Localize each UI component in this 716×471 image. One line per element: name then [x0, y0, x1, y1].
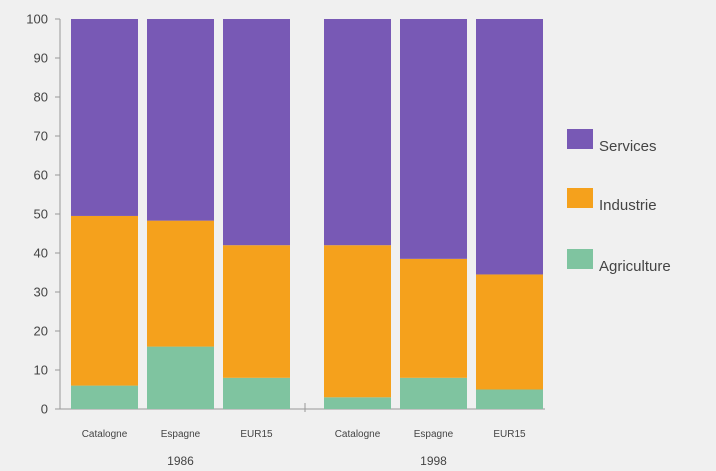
- y-tick-label: 50: [34, 207, 48, 222]
- bar-segment-industrie: [476, 274, 543, 390]
- y-tick-label: 80: [34, 90, 48, 105]
- legend: Services Industrie Agriculture: [567, 129, 671, 275]
- bar-segment-industrie: [223, 245, 290, 378]
- y-tick-label: 20: [34, 324, 48, 339]
- y-tick-label: 10: [34, 363, 48, 378]
- bar-segment-agriculture: [71, 385, 138, 409]
- category-labels: Catalogne Espagne EUR15 1986 Catalogne Espagn…: [82, 429, 526, 468]
- legend-swatch-industrie: [567, 188, 593, 208]
- legend-swatch-services: [567, 129, 593, 149]
- bar-segment-industrie: [147, 220, 214, 347]
- group-label: 1986: [167, 454, 194, 468]
- category-label: EUR15: [493, 429, 526, 440]
- y-tick-label: 0: [41, 402, 48, 417]
- bar-segment-services: [324, 19, 391, 246]
- category-label: Espagne: [414, 429, 454, 440]
- bar-segment-services: [223, 19, 290, 246]
- legend-label-agriculture: Agriculture: [599, 258, 671, 275]
- bar-segment-agriculture: [476, 389, 543, 409]
- y-axis-ticks: 0 10 20 30 40 50 60 70 80 90 100: [26, 12, 60, 417]
- bar-segment-industrie: [71, 215, 138, 386]
- bar-segment-industrie: [324, 245, 391, 398]
- bar-segment-services: [147, 19, 214, 221]
- bar-segment-agriculture: [223, 377, 290, 409]
- bar-segment-agriculture: [400, 377, 467, 409]
- bars: [71, 19, 543, 409]
- y-tick-label: 90: [34, 51, 48, 66]
- y-tick-label: 70: [34, 129, 48, 144]
- category-label: EUR15: [240, 429, 273, 440]
- group-label: 1998: [420, 454, 447, 468]
- bar-segment-services: [71, 19, 138, 216]
- legend-swatch-agriculture: [567, 249, 593, 269]
- bar-segment-agriculture: [147, 346, 214, 409]
- category-label: Catalogne: [82, 429, 128, 440]
- bar-segment-services: [476, 19, 543, 275]
- y-tick-label: 60: [34, 168, 48, 183]
- category-label: Catalogne: [335, 429, 381, 440]
- y-tick-label: 30: [34, 285, 48, 300]
- bar-segment-industrie: [400, 258, 467, 378]
- bar-segment-services: [400, 19, 467, 259]
- y-tick-label: 40: [34, 246, 48, 261]
- legend-label-services: Services: [599, 138, 657, 155]
- category-label: Espagne: [161, 429, 201, 440]
- legend-label-industrie: Industrie: [599, 197, 657, 214]
- y-tick-label: 100: [26, 12, 48, 27]
- bar-segment-agriculture: [324, 397, 391, 409]
